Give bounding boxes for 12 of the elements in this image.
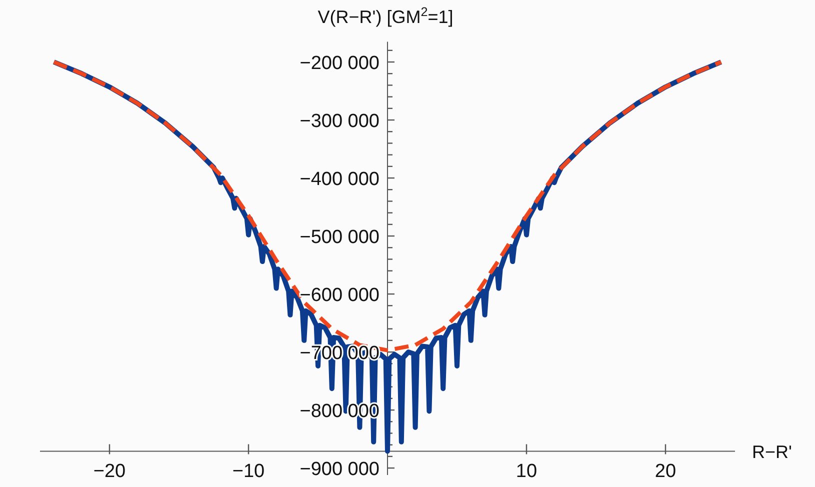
x-tick-label: −20 <box>93 461 126 482</box>
y-tick-label: −200 000 <box>300 53 380 74</box>
x-tick-label: −10 <box>232 461 265 482</box>
x-tick-label: 10 <box>516 461 538 482</box>
y-tick-label: −500 000 <box>300 227 380 248</box>
y-tick-label: −300 000 <box>300 111 380 132</box>
y-tick-label: −400 000 <box>300 169 380 190</box>
y-tick-label: −600 000 <box>300 285 380 306</box>
y-axis-title: V(R−R') [GM$^{2}$=1] <box>318 5 454 27</box>
x-axis-title: R−R' <box>752 442 792 462</box>
x-tick-label: 20 <box>654 461 676 482</box>
y-tick-label: −900 000 <box>300 459 380 480</box>
